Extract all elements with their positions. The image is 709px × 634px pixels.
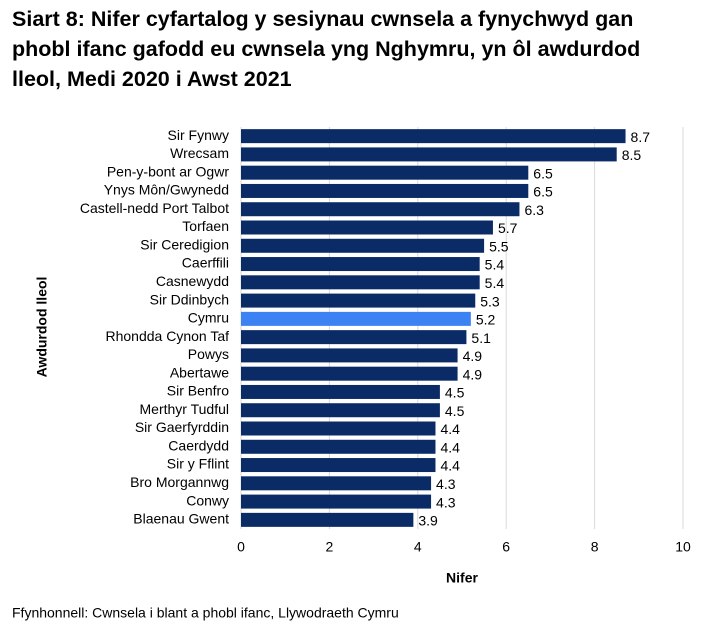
y-tick-label: Blaenau Gwent [133,511,229,527]
bar [241,202,520,217]
bar [241,129,626,144]
y-tick-label: Ynys Môn/Gwynedd [104,182,229,198]
bar [241,348,458,363]
x-tick-label: 8 [591,539,599,555]
bar [241,439,436,454]
y-tick-label: Torfaen [182,218,229,234]
bar [241,476,432,491]
value-label: 4.4 [440,421,460,437]
bar [241,366,458,381]
bar [241,311,471,326]
y-tick-label: Sir Fynwy [168,127,229,143]
value-label: 8.7 [631,129,651,145]
value-label: 5.4 [485,257,505,273]
source-note: Ffynhonnell: Cwnsela i blant a phobl ifa… [12,605,399,621]
bar [241,384,440,399]
y-tick-label: Cymru [188,310,229,326]
x-tick-label: 10 [675,539,691,555]
bar [241,275,480,290]
bar [241,165,529,180]
y-tick-label: Sir Benfro [167,383,229,399]
y-tick-label: Sir Gaerfyrddin [135,419,229,435]
value-label: 4.3 [436,494,456,510]
y-tick-label: Sir Ceredigion [140,236,229,252]
value-label: 4.5 [445,385,465,401]
bar [241,147,617,162]
value-label: 4.3 [436,476,456,492]
value-label: 6.5 [533,165,553,181]
value-label: 6.5 [533,184,553,200]
bar [241,494,432,509]
value-label: 4.9 [463,348,483,364]
bar [241,403,440,418]
y-tick-label: Caerffili [182,255,229,271]
y-tick-label: Abertawe [170,364,229,380]
bar [241,293,476,308]
value-label: 5.2 [476,312,496,328]
bar [241,238,485,253]
y-tick-label: Castell-nedd Port Talbot [80,200,229,216]
bar [241,512,414,527]
y-tick-label: Conwy [186,492,229,508]
bar [241,421,436,436]
y-tick-label: Pen-y-bont ar Ogwr [107,163,229,179]
y-tick-label: Casnewydd [156,273,229,289]
x-axis-label: Nifer [446,570,478,586]
value-label: 8.5 [622,147,642,163]
y-axis-label: Awdurdod lleol [34,277,50,378]
value-label: 5.5 [489,238,509,254]
bar [241,183,529,198]
y-tick-label: Rhondda Cynon Taf [106,328,230,344]
value-label: 4.4 [440,439,460,455]
bar [241,458,436,473]
x-tick-label: 2 [326,539,334,555]
value-label: 3.9 [418,513,438,529]
y-tick-label: Wrecsam [170,145,229,161]
x-tick-label: 0 [237,539,245,555]
x-tick-label: 4 [414,539,422,555]
bar [241,220,493,235]
x-tick-label: 6 [502,539,510,555]
y-tick-label: Caerdydd [168,437,229,453]
y-tick-label: Powys [188,346,229,362]
bar [241,257,480,272]
value-label: 4.5 [445,403,465,419]
value-label: 5.4 [485,275,505,291]
y-tick-label: Merthyr Tudful [140,401,229,417]
value-label: 5.3 [480,293,500,309]
value-label: 4.9 [463,366,483,382]
value-label: 6.3 [524,202,544,218]
value-label: 5.1 [471,330,491,346]
y-tick-label: Sir y Fflint [167,456,229,472]
y-tick-label: Sir Ddinbych [150,291,229,307]
value-label: 4.4 [440,458,460,474]
value-label: 5.7 [498,220,518,236]
bar [241,330,467,345]
y-tick-label: Bro Morgannwg [130,474,229,490]
chart-title: Siart 8: Nifer cyfartalog y sesiynau cwn… [12,7,641,91]
